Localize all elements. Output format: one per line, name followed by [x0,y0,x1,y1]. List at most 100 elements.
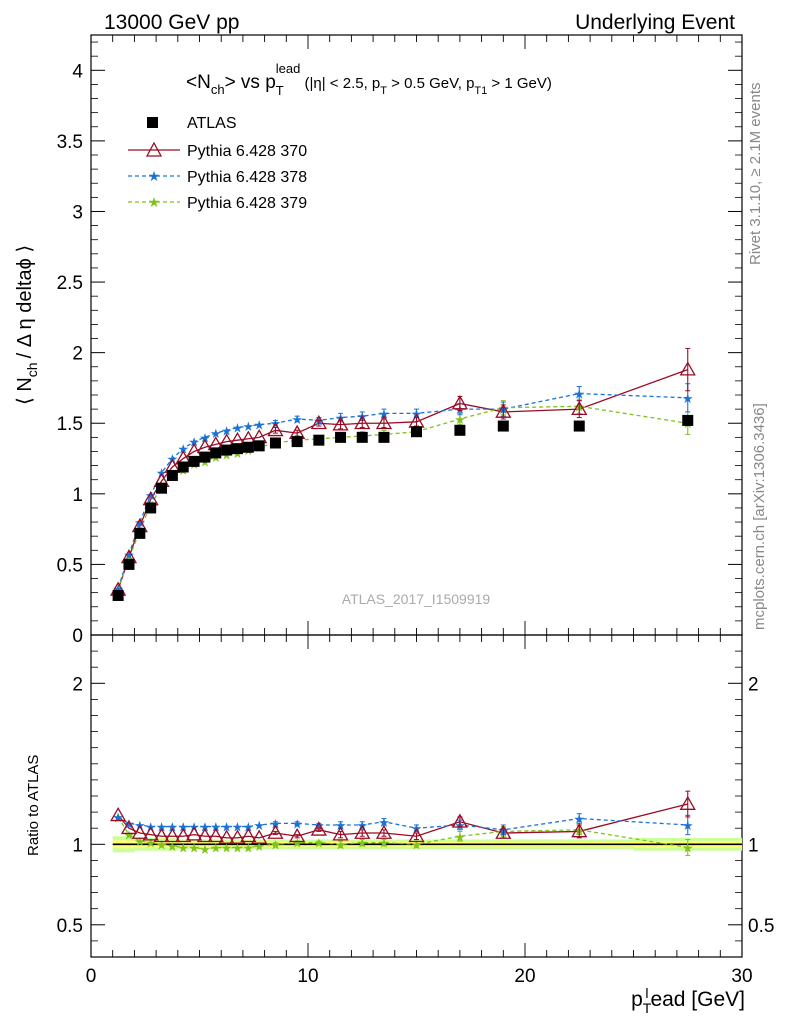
ratio-point-pythia-370 [207,827,224,843]
data-point-pythia-378: ★ [210,426,222,441]
data-point-atlas [454,424,466,436]
ratio-point-pythia-379: ★ [253,839,265,854]
data-point-pythia-378: ★ [682,391,694,406]
ratio-point-pythia-378: ★ [253,818,265,833]
ratio-point-pythia-370 [495,824,512,839]
y-label-sub: ch [24,362,40,377]
ratio-point-pythia-378: ★ [378,815,390,830]
data-point-pythia-378: ★ [221,423,233,438]
x-label-part-b: ead [GeV] [650,988,745,1011]
ratio-point-pythia-379: ★ [454,829,466,844]
ratio-point-pythia-379: ★ [167,839,179,854]
data-point-pythia-378: ★ [573,387,585,402]
ratio-point-pythia-379: ★ [112,810,124,825]
legend-label-atlas: ATLAS [187,115,237,132]
ratio-point-pythia-379: ★ [291,836,303,851]
ratio-point-pythia-370 [131,824,148,839]
y-label-part-b: / Δ η deltaϕ ⟩ [14,245,36,359]
legend-marker-379: ★ [148,194,161,210]
ratio-point-pythia-378: ★ [682,818,694,833]
data-point-atlas [411,426,422,438]
data-point-atlas [269,437,281,449]
ratio-point-pythia-378: ★ [177,820,189,835]
x-tick-label: 30 [731,966,752,987]
ratio-point-pythia-378: ★ [335,818,347,833]
data-point-atlas [210,447,222,459]
y-tick-label-main: 2.5 [57,273,83,294]
data-point-pythia-370 [451,395,469,410]
ratio-point-pythia-378: ★ [573,812,585,827]
data-point-pythia-370 [679,361,696,376]
ratio-point-pythia-378: ★ [167,820,179,835]
ratio-point-pythia-370 [218,829,235,844]
ratio-plot-frame [90,634,743,958]
legend-label-379: Pythia 6.428 379 [187,195,307,212]
ratio-point-pythia-370 [679,795,696,810]
ratio-point-pythia-370 [185,826,203,841]
ratio-point-pythia-379: ★ [199,842,211,857]
data-point-pythia-370 [354,414,371,430]
ratio-point-pythia-370 [354,824,371,839]
y-tick-label-main: 3.5 [57,132,83,153]
ratio-point-pythia-378: ★ [291,816,303,831]
data-point-atlas [682,414,694,426]
ratio-point-pythia-379: ★ [145,836,157,851]
data-point-atlas [177,461,189,473]
x-axis-label: pTlead [GeV] [631,985,745,1016]
ratio-point-pythia-379: ★ [356,836,368,851]
data-point-atlas [188,455,200,467]
y-label-part-a: ⟨ N [14,377,36,405]
x-label-sup: l [645,985,648,1001]
mcplots-label: mcplots.cern.ch [arXiv:1306.3436] [751,403,768,630]
header-right: Underlying Event [575,11,735,34]
title-cuts-3: > 1 GeV) [487,75,552,92]
data-point-pythia-378: ★ [378,406,390,421]
data-point-pythia-378: ★ [134,515,146,530]
ratio-point-pythia-378: ★ [270,816,282,831]
title-vs-sup: lead [276,61,301,76]
ratio-point-pythia-379: ★ [242,841,254,856]
data-point-pythia-378: ★ [232,420,244,435]
data-point-atlas [313,434,325,446]
data-point-pythia-370 [571,400,588,416]
ratio-point-pythia-379: ★ [156,837,168,852]
data-point-atlas [335,431,347,443]
ratio-point-pythia-370 [310,821,327,836]
ratio-axes: 0.5 0.51 12 20 10 20 30 [57,635,774,987]
data-point-pythia-378: ★ [112,581,124,596]
y-tick-label-main: 1.5 [57,414,83,435]
x-tick-label: 0 [86,966,97,987]
series-line-pythia-370 [117,368,688,591]
y-tick-label-ratio: 2 [72,674,83,695]
data-point-pythia-370 [267,421,284,437]
ratio-point-pythia-379: ★ [411,837,423,852]
data-point-atlas [573,420,585,432]
y-tick-label-main: 3 [72,202,83,223]
ratio-point-pythia-378: ★ [156,820,168,835]
ratio-point-pythia-379: ★ [123,828,135,843]
y-tick-label-main: 0 [72,626,83,647]
ratio-point-pythia-378: ★ [313,818,325,833]
ratio-point-pythia-378: ★ [221,820,233,835]
ratio-point-pythia-370 [289,827,306,843]
data-point-atlas [356,431,368,443]
ratio-point-pythia-370 [571,823,588,838]
ratio-plot-marks: ★ ★ ★ ★ ★ ★ ★ ★ ★ ★ ★ ★ ★ ★ ★ ★ ★ ★ ★ ★ ★ ★ ★ ★ ★ ★ ★ ★ ★ ★ ★ ★ ★ ★ ★ ★ ★ ★ ★ ★… [110,790,696,857]
ratio-point-pythia-370 [267,824,284,839]
data-point-pythia-370 [310,414,327,430]
data-point-atlas [221,444,233,456]
legend-label-370: Pythia 6.428 370 [187,143,307,160]
legend-marker-378: ★ [148,168,161,184]
ratio-point-pythia-370 [120,819,138,835]
y-tick-label-ratio-right: 0.5 [748,916,774,937]
ratio-point-pythia-379: ★ [682,841,694,856]
legend-marker-atlas [147,117,158,128]
plot-title: <Nch> vs pTlead (|η| < 2.5, pT > 0.5 GeV… [186,61,552,98]
data-point-atlas [253,440,265,452]
y-tick-label-main: 0.5 [57,555,83,576]
legend-marker-370 [145,141,163,157]
main-axes: 0 0.5 1 1.5 2 2.5 3 3.5 4 [57,35,743,647]
y-axis-label-main: ⟨ Nch / Δ η deltaϕ ⟩ [14,245,40,405]
ratio-point-pythia-378: ★ [123,816,135,831]
